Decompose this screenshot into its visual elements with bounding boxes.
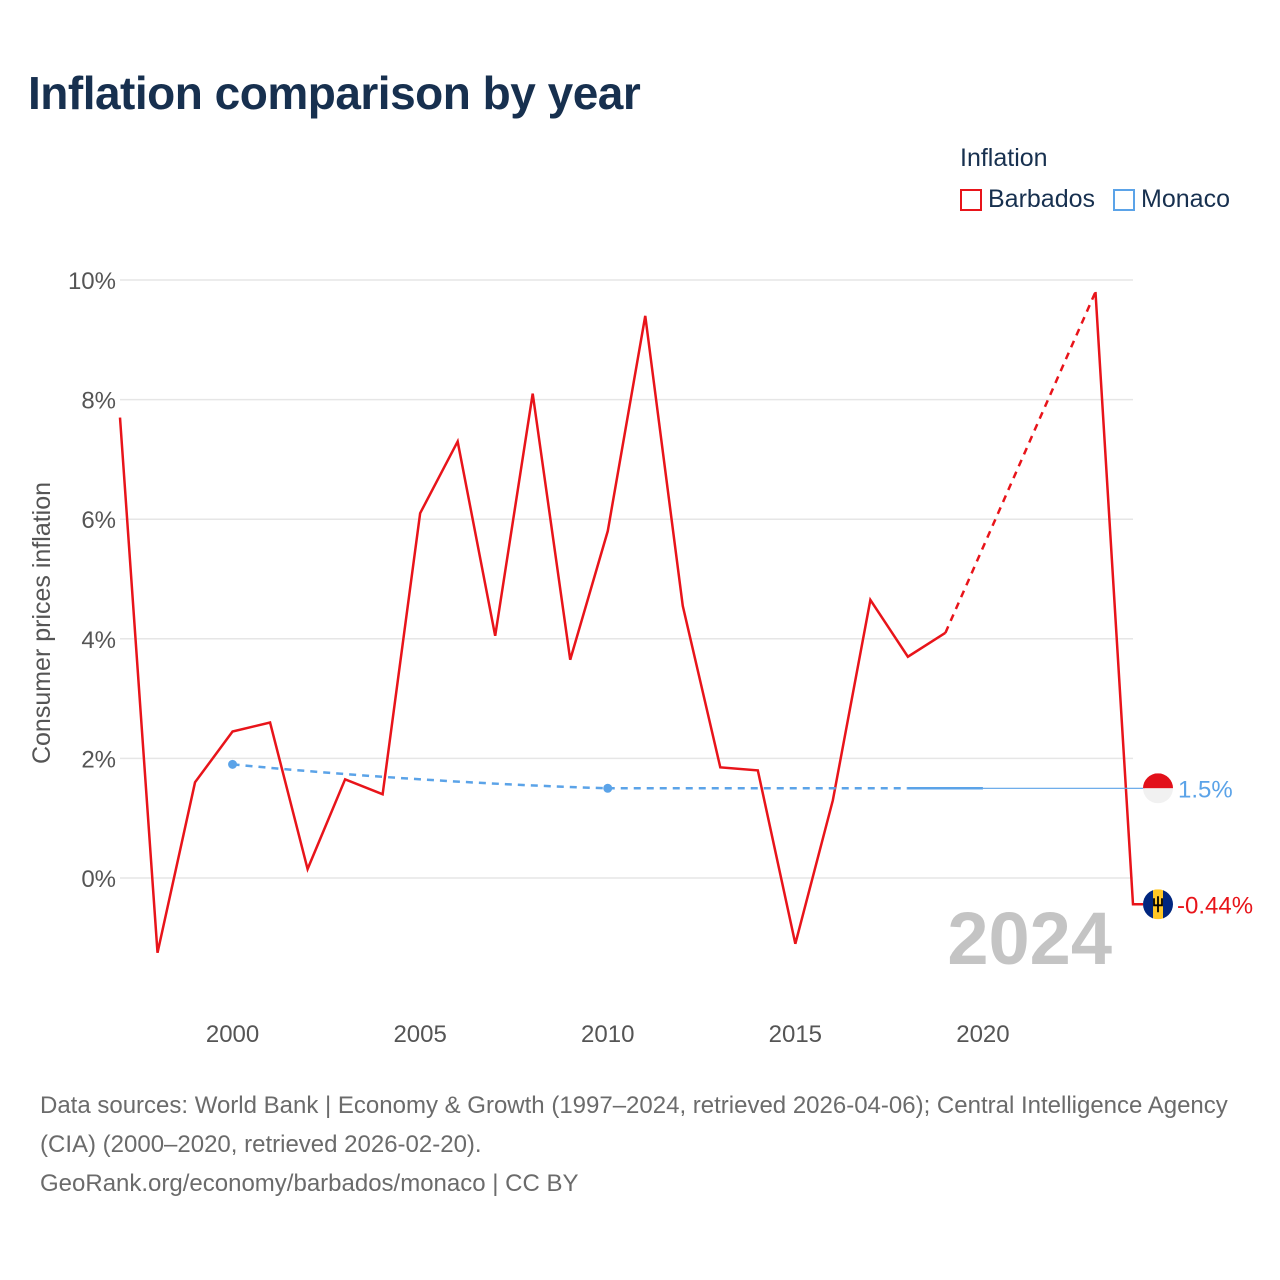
legend-swatch-barbados [960, 188, 982, 211]
data-sources: Data sources: World Bank | Economy & Gro… [40, 1092, 1228, 1158]
chart-title: Inflation comparison by year [28, 67, 641, 119]
y-tick-label: 2% [81, 746, 116, 773]
barbados-gap-line [944, 291, 1097, 634]
monaco-point [603, 783, 613, 793]
x-axis-ticks: 2000 2005 2010 2015 2020 [206, 1021, 1010, 1048]
barbados-line-recent [1094, 291, 1143, 906]
y-tick-label: 6% [81, 507, 116, 534]
barbados-flag-icon [1143, 889, 1173, 920]
barbados-trident [1153, 896, 1163, 913]
x-tick-label: 2000 [206, 1021, 259, 1048]
year-watermark: 2024 [947, 897, 1112, 980]
y-axis-label: Consumer prices inflation [28, 482, 56, 764]
x-tick-label: 2010 [581, 1021, 634, 1048]
gridlines [120, 279, 1133, 879]
y-tick-label: 0% [81, 866, 116, 893]
barbados-flag-right [1163, 889, 1173, 920]
y-tick-label: 4% [81, 627, 116, 654]
legend-swatch-monaco [1113, 188, 1136, 211]
legend-item-barbados[interactable]: Barbados [960, 185, 1095, 214]
barbados-line [118, 315, 947, 954]
x-tick-label: 2020 [956, 1021, 1009, 1048]
monaco-flag-icon [1143, 773, 1173, 804]
y-tick-label: 10% [68, 268, 116, 295]
legend-label-monaco: Monaco [1141, 185, 1230, 213]
legend: Barbados Monaco [960, 185, 1248, 214]
monaco-flag-white [1143, 788, 1173, 804]
footer: Data sources: World Bank | Economy & Gro… [40, 1086, 1240, 1203]
legend-title: Inflation [960, 144, 1048, 172]
legend-label-barbados: Barbados [988, 185, 1096, 213]
attribution-link[interactable]: GeoRank.org/economy/barbados/monaco | CC… [40, 1170, 579, 1197]
series-lines [118, 291, 1145, 954]
monaco-end-label: 1.5% [1178, 776, 1233, 803]
barbados-flag-left [1143, 889, 1153, 920]
barbados-end-label: -0.44% [1177, 892, 1253, 919]
monaco-line-early [232, 763, 608, 790]
monaco-point [228, 759, 238, 769]
y-axis-ticks: 0% 2% 4% 6% 8% 10% [68, 268, 116, 893]
y-tick-label: 8% [81, 388, 116, 415]
x-tick-label: 2015 [769, 1021, 822, 1048]
legend-item-monaco[interactable]: Monaco [1113, 185, 1230, 214]
x-tick-label: 2005 [393, 1021, 446, 1048]
end-labels: 1.5% -0.44% [1143, 773, 1253, 920]
monaco-flag-red [1143, 773, 1173, 789]
